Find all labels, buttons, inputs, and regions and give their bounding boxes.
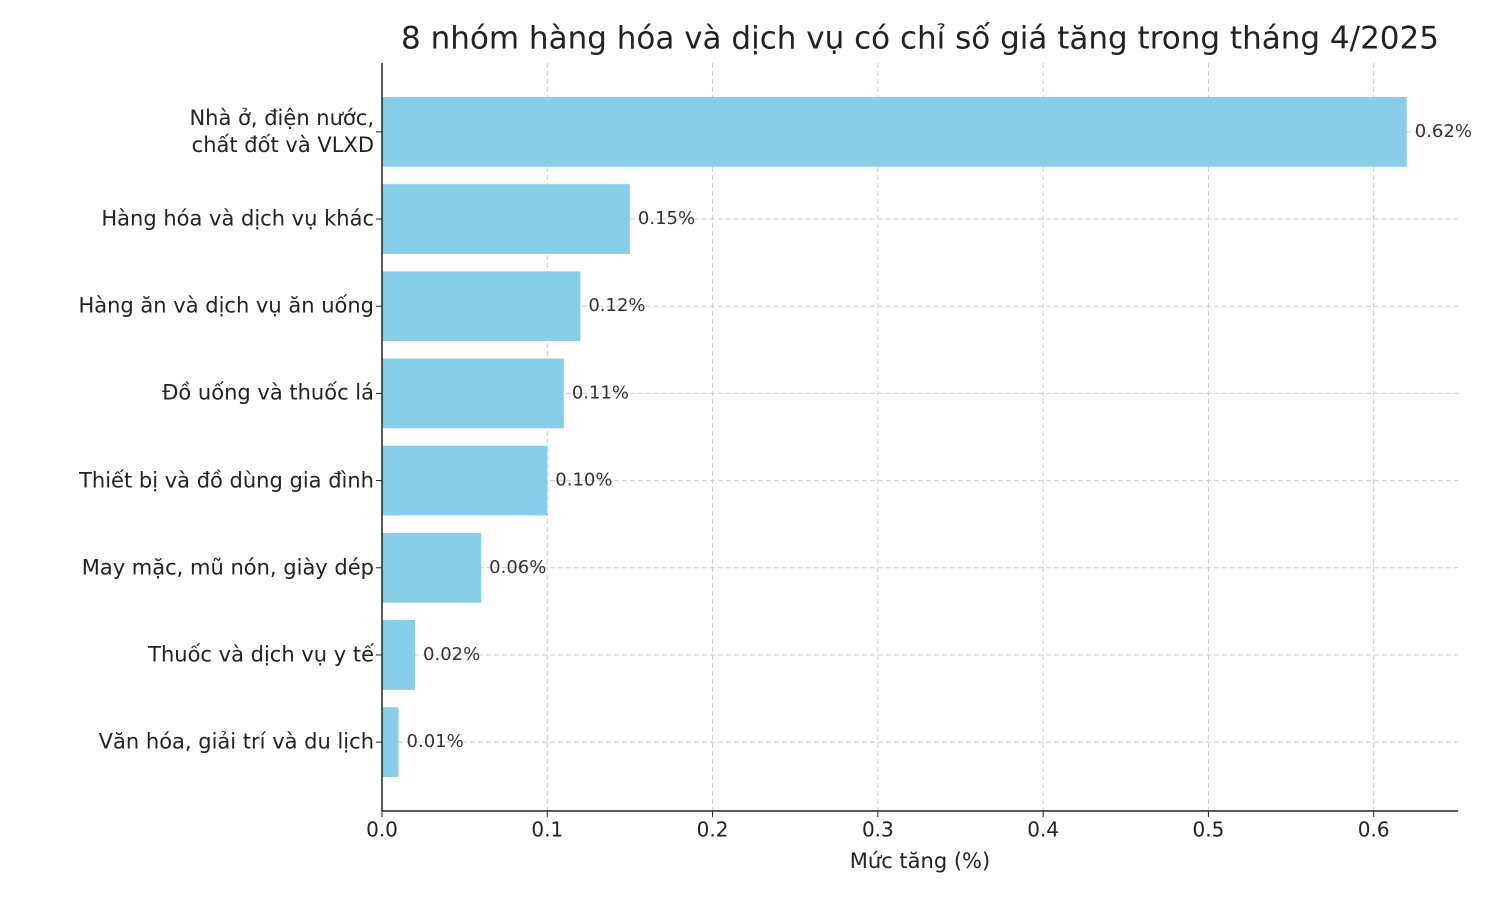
bar <box>382 271 581 342</box>
y-tick-label: Thiết bị và đồ dùng gia đình <box>79 468 374 493</box>
value-label: 0.15% <box>638 208 695 229</box>
bar <box>382 184 630 254</box>
value-label: 0.10% <box>555 470 612 491</box>
x-tick-label: 0.4 <box>1027 818 1059 842</box>
bar <box>382 707 399 777</box>
bar <box>382 445 548 516</box>
y-tick-label: Đồ uống và thuốc lá <box>162 380 374 405</box>
y-tick-label: May mặc, mũ nón, giày dép <box>81 555 374 580</box>
y-tick-label: Văn hóa, giải trí và du lịch <box>98 729 374 754</box>
bar <box>382 358 564 429</box>
value-label: 0.06% <box>489 557 546 578</box>
x-tick-label: 0.6 <box>1358 818 1390 842</box>
value-label: 0.62% <box>1415 121 1472 142</box>
value-label: 0.11% <box>572 382 629 403</box>
x-axis-label: Mức tăng (%) <box>850 849 990 873</box>
x-tick-label: 0.2 <box>697 818 729 842</box>
bar <box>382 97 1407 167</box>
y-tick-label: Nhà ở, điện nước, chất đốt và VLXD <box>189 105 374 157</box>
x-tick-label: 0.3 <box>862 818 894 842</box>
y-tick-label: Hàng hóa và dịch vụ khác <box>101 206 374 231</box>
value-label: 0.02% <box>423 644 480 665</box>
value-label: 0.12% <box>588 295 645 316</box>
bar <box>382 620 416 690</box>
y-tick-label: Thuốc và dịch vụ y tế <box>148 642 374 667</box>
x-tick-label: 0.1 <box>531 818 563 842</box>
x-tick-label: 0.5 <box>1193 818 1225 842</box>
bar <box>382 532 482 603</box>
chart-title: 8 nhóm hàng hóa và dịch vụ có chỉ số giá… <box>401 21 1439 57</box>
y-tick-label: Hàng ăn và dịch vụ ăn uống <box>78 293 374 318</box>
x-tick-label: 0.0 <box>366 818 398 842</box>
value-label: 0.01% <box>407 731 464 752</box>
